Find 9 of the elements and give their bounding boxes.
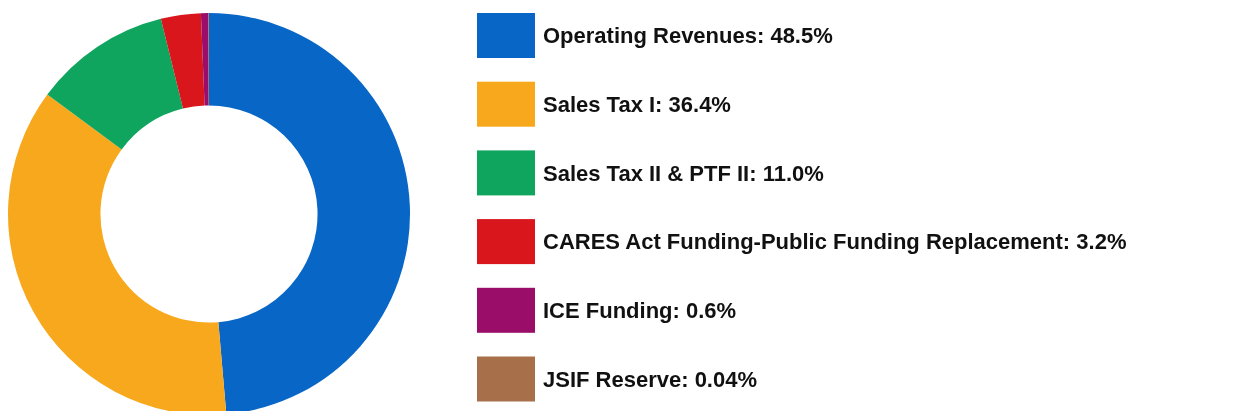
donut-slice <box>160 13 205 109</box>
donut-slice <box>47 18 183 150</box>
legend-label: Sales Tax I: 36.4% <box>543 91 731 117</box>
legend-label: Sales Tax II & PTF II: 11.0% <box>543 160 824 186</box>
legend-label: CARES Act Funding-Public Funding Replacement: 3.2% <box>543 229 1127 255</box>
legend-label: Operating Revenues: 48.5% <box>543 23 833 49</box>
legend-label: ICE Funding: 0.6% <box>543 298 737 323</box>
legend-label: JSIF Reserve: 0.04% <box>543 366 758 392</box>
donut-slice <box>200 13 209 106</box>
